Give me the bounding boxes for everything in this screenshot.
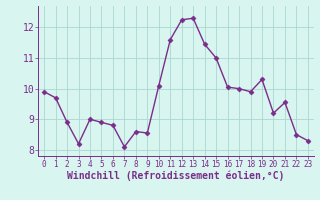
X-axis label: Windchill (Refroidissement éolien,°C): Windchill (Refroidissement éolien,°C) — [67, 171, 285, 181]
